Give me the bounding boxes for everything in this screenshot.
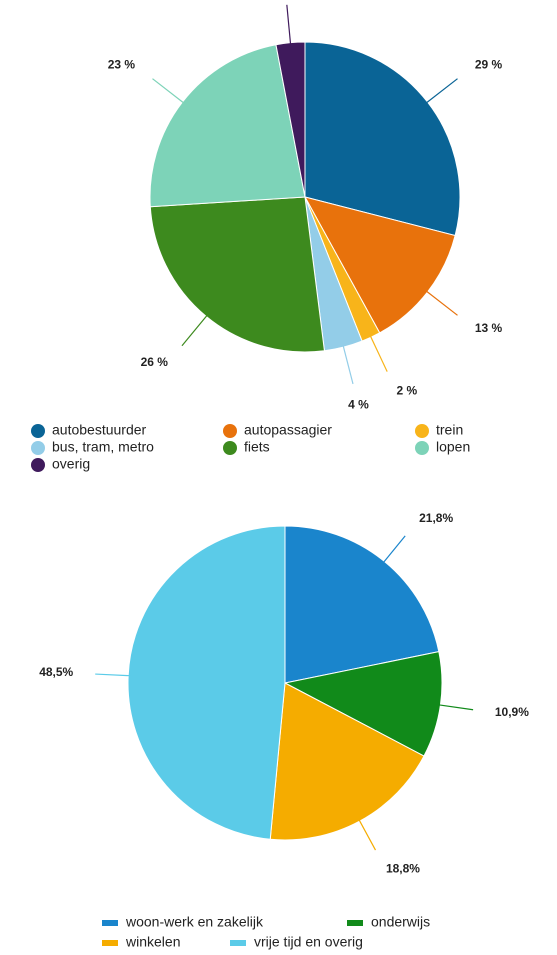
value-label: 13 % xyxy=(475,321,503,335)
leader-line xyxy=(95,673,131,677)
legend-marker xyxy=(347,920,363,926)
legend-marker xyxy=(223,424,237,438)
value-label: 18,8% xyxy=(386,862,420,876)
legend-marker xyxy=(102,940,118,946)
legend-label: overig xyxy=(52,456,90,472)
legend-marker xyxy=(102,920,118,926)
legend-label: autobestuurder xyxy=(52,422,147,438)
value-label: 48,5% xyxy=(39,665,73,679)
legend-label: lopen xyxy=(436,439,470,455)
pie-slice xyxy=(127,525,286,840)
value-label: 29 % xyxy=(475,57,503,71)
legend-marker xyxy=(31,458,45,472)
leader-line xyxy=(152,78,185,104)
legend-marker xyxy=(230,940,246,946)
leader-line xyxy=(181,314,208,347)
value-label: 10,9% xyxy=(495,705,529,719)
legend-marker xyxy=(415,441,429,455)
leader-line xyxy=(425,290,458,316)
value-label: 21,8% xyxy=(419,511,453,525)
legend-label: bus, tram, metro xyxy=(52,439,154,455)
leader-line xyxy=(425,78,458,104)
leader-line xyxy=(369,335,388,372)
legend-marker xyxy=(223,441,237,455)
legend-marker xyxy=(31,441,45,455)
legend-label: trein xyxy=(436,422,463,438)
legend-label: autopassagier xyxy=(244,422,332,438)
legend-label: winkelen xyxy=(125,934,180,950)
legend-marker xyxy=(31,424,45,438)
legend-label: onderwijs xyxy=(371,914,430,930)
legend-label: fiets xyxy=(244,439,270,455)
leader-line xyxy=(286,4,292,45)
value-label: 2 % xyxy=(397,384,418,398)
leader-line xyxy=(382,535,406,564)
leader-line xyxy=(438,704,474,711)
leader-line xyxy=(358,819,377,851)
legend-label: woon-werk en zakelijk xyxy=(125,914,264,930)
legend-marker xyxy=(415,424,429,438)
legend-label: vrije tijd en overig xyxy=(254,934,363,950)
value-label: 26 % xyxy=(141,355,169,369)
leader-line xyxy=(342,345,354,385)
pie-slice xyxy=(149,196,325,353)
value-label: 4 % xyxy=(348,397,369,411)
value-label: 23 % xyxy=(108,57,136,71)
